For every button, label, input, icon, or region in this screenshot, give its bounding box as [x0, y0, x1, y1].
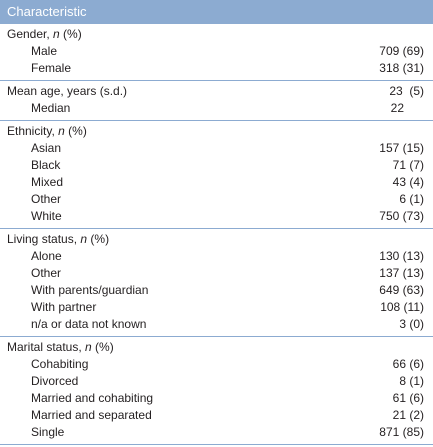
table-row: Other 137 (13): [0, 265, 433, 282]
table-row: With partner 108 (11): [0, 299, 433, 316]
section-marital-status: Marital status, n (%) Cohabiting 66 (6) …: [0, 336, 433, 445]
table-row: With parents/guardian 649 (63): [0, 282, 433, 299]
section-title-value: [424, 339, 433, 356]
row-value: 130 (13): [379, 249, 424, 263]
table-row: n/a or data not known 3 (0): [0, 316, 433, 333]
section-title-row: Mean age, years (s.d.) 23 (5): [0, 83, 433, 100]
row-value: 709 (69): [379, 44, 424, 58]
row-label: Black: [31, 158, 61, 172]
table-row: Other 6 (1): [0, 191, 433, 208]
row-value: 750 (73): [379, 209, 424, 223]
row-value: 108 (11): [380, 300, 424, 314]
row-value: 318 (31): [379, 61, 424, 75]
table-row: Alone 130 (13): [0, 248, 433, 265]
table-row: Median 22: [0, 100, 433, 117]
table-row: Cohabiting 66 (6): [0, 356, 433, 373]
table-row: Mixed 43 (4): [0, 174, 433, 191]
section-title-row: Living status, n (%): [0, 231, 433, 248]
row-value: 649 (63): [379, 283, 424, 297]
section-title: Gender, n (%): [7, 27, 82, 41]
row-value: 871 (85): [379, 425, 424, 439]
section-title: Living status, n (%): [7, 232, 110, 246]
row-value: 71 (7): [392, 158, 424, 172]
row-label: Alone: [31, 249, 62, 263]
row-label: Other: [31, 266, 62, 280]
row-label: Median: [31, 101, 71, 115]
row-value: 43 (4): [392, 175, 424, 189]
row-label: Female: [31, 61, 72, 75]
table-row: Single 871 (85): [0, 424, 433, 441]
row-label: Divorced: [31, 374, 79, 388]
section-title-row: Ethnicity, n (%): [0, 123, 433, 140]
section-gender: Gender, n (%) Male 709 (69) Female 318 (…: [0, 23, 433, 80]
row-label: With parents/guardian: [31, 283, 149, 297]
row-label: n/a or data not known: [31, 317, 147, 331]
section-title: Mean age, years (s.d.): [7, 84, 128, 98]
section-title-value: [424, 26, 433, 43]
section-living-status: Living status, n (%) Alone 130 (13) Othe…: [0, 228, 433, 336]
table-row: Female 318 (31): [0, 60, 433, 77]
section-title-value: [424, 231, 433, 248]
row-label: Single: [31, 425, 65, 439]
row-value: 21 (2): [392, 408, 424, 422]
row-value: 157 (15): [379, 141, 424, 155]
section-title-row: Gender, n (%): [0, 26, 433, 43]
table-row: Asian 157 (15): [0, 140, 433, 157]
row-value: 137 (13): [379, 266, 424, 280]
row-label: Other: [31, 192, 62, 206]
row-label: Asian: [31, 141, 62, 155]
table-row: Divorced 8 (1): [0, 373, 433, 390]
table-row: Black 71 (7): [0, 157, 433, 174]
row-value: 61 (6): [392, 391, 424, 405]
table-row: Married and cohabiting 61 (6): [0, 390, 433, 407]
row-label: Married and separated: [31, 408, 152, 422]
section-ethnicity: Ethnicity, n (%) Asian 157 (15) Black 71…: [0, 120, 433, 228]
section-title-value: [424, 123, 433, 140]
table-row: White 750 (73): [0, 208, 433, 225]
section-title: Marital status, n (%): [7, 340, 114, 354]
row-label: Married and cohabiting: [31, 391, 154, 405]
section-title-value: 23 (5): [389, 84, 424, 98]
section-title: Ethnicity, n (%): [7, 124, 87, 138]
table-row: Married and separated 21 (2): [0, 407, 433, 424]
row-label: With partner: [31, 300, 97, 314]
section-title-row: Marital status, n (%): [0, 339, 433, 356]
row-label: Male: [31, 44, 58, 58]
row-value: 22: [390, 101, 424, 115]
row-label: White: [31, 209, 62, 223]
row-label: Mixed: [31, 175, 64, 189]
section-age: Mean age, years (s.d.) 23 (5) Median 22: [0, 80, 433, 120]
row-value: 6 (1): [399, 192, 424, 206]
row-value: 3 (0): [399, 317, 424, 331]
row-value: 66 (6): [392, 357, 424, 371]
row-value: 8 (1): [399, 374, 424, 388]
table-header: Characteristic: [0, 0, 433, 23]
table-row: Male 709 (69): [0, 43, 433, 60]
row-label: Cohabiting: [31, 357, 89, 371]
